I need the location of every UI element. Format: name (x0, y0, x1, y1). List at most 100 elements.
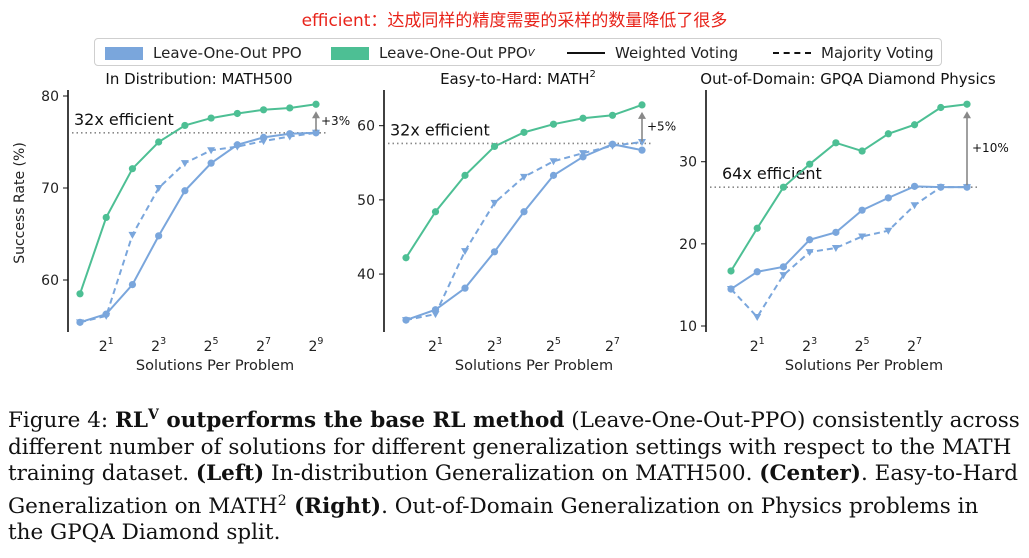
efficiency-label: 32x efficient (74, 110, 174, 129)
data-point-triangle (608, 142, 617, 150)
x-tick-label: 23 (802, 336, 817, 355)
data-point-triangle (779, 272, 788, 280)
data-point (806, 236, 814, 244)
data-point-triangle (102, 312, 111, 320)
caption-figure-label: Figure 4: (8, 408, 109, 434)
caption-right-label: (Right) (286, 493, 382, 519)
data-point (910, 121, 919, 129)
y-tick-label: 80 (41, 89, 59, 105)
data-point-triangle (753, 313, 762, 321)
x-tick-label: 25 (204, 336, 219, 355)
series-line-majority (405, 141, 643, 322)
data-point (608, 111, 617, 119)
caption-line-4: Generalization on MATH2 (Right). Out-of-… (8, 488, 1024, 521)
x-tick-label: 27 (605, 336, 620, 355)
data-point-triangle (963, 184, 971, 192)
data-point-triangle (233, 143, 242, 151)
y-tick-label: 40 (357, 267, 375, 283)
data-point (858, 147, 866, 155)
legend-label: Majority Voting (821, 44, 934, 62)
y-tick-label: 10 (679, 319, 697, 335)
data-point (490, 142, 499, 151)
data-point-triangle (805, 249, 814, 257)
data-point-triangle (549, 158, 558, 166)
data-point-triangle (490, 199, 499, 207)
series-line-weighted (79, 131, 317, 324)
legend-label: Leave-One-Out PPO (379, 44, 528, 62)
data-point (259, 106, 268, 114)
caption-line-3: training dataset. (Left) In-distribution… (8, 461, 1024, 488)
gain-label: +10% (972, 141, 1009, 155)
chart-title: In Distribution: MATH500 (105, 70, 292, 88)
data-point-triangle (936, 184, 945, 192)
data-point (431, 208, 440, 216)
x-tick-label: 23 (151, 336, 166, 355)
efficiency-label: 32x efficient (390, 120, 490, 139)
x-tick-label: 21 (428, 336, 443, 355)
data-point (858, 206, 866, 214)
y-tick-label: 60 (41, 273, 59, 289)
data-point (937, 103, 945, 112)
gain-arrow-head (312, 111, 320, 119)
y-tick-label: 70 (41, 181, 59, 197)
data-point (181, 187, 189, 195)
legend-item-weighted-voting: Weighted Voting (567, 44, 738, 62)
gain-arrow-head (963, 111, 971, 119)
data-point (233, 109, 241, 118)
x-tick-label: 27 (256, 336, 271, 355)
x-tick-label: 21 (750, 336, 765, 355)
legend-item-majority-voting: Majority Voting (773, 44, 934, 62)
y-axis-label: Success Rate (%) (12, 142, 28, 264)
gain-label: +3% (321, 114, 350, 128)
series-line-weighted (79, 103, 317, 295)
y-tick-label: 50 (357, 193, 375, 209)
caption-line4-c: . Out-of-Domain Generalization on Physic… (381, 493, 979, 519)
data-point-triangle (285, 133, 294, 141)
data-point (638, 101, 646, 109)
data-point-triangle (402, 317, 410, 325)
y-tick-label: 20 (679, 237, 697, 253)
legend-label: Weighted Voting (615, 44, 739, 62)
legend-solid-line (567, 52, 605, 54)
y-tick-label: 60 (357, 119, 375, 135)
caption-bold-title: RL (115, 408, 149, 434)
data-point (884, 194, 892, 202)
series-line-majority (730, 186, 967, 319)
data-point (490, 248, 499, 256)
data-point-triangle (884, 227, 893, 235)
caption-line3-c: In-distribution Generalization on MATH50… (264, 461, 760, 487)
data-point-triangle (461, 248, 469, 256)
legend-item-loo-ppo-v: Leave-One-Out PPO V (331, 44, 535, 62)
data-point (579, 114, 587, 122)
caption-line-1: Figure 4: RLV outperforms the base RL me… (8, 402, 1024, 435)
data-point (832, 139, 840, 147)
legend-label: Leave-One-Out PPO (153, 44, 302, 62)
data-point (727, 267, 735, 275)
caption-bold-title-rest: outperforms the base RL method (158, 408, 565, 434)
caption-line4-sup: 2 (277, 492, 287, 509)
legend-dashed-line (773, 52, 811, 54)
series-line-weighted (730, 185, 967, 290)
data-point (207, 114, 215, 122)
series-line-weighted (405, 143, 643, 322)
caption-line-2: different number of solutions for differ… (8, 434, 1012, 460)
data-point (461, 171, 469, 179)
data-point-triangle (638, 139, 646, 146)
legend-label-sup: V (527, 47, 535, 59)
data-point-triangle (312, 129, 320, 137)
x-tick-label: 29 (309, 336, 324, 355)
data-point-triangle (579, 150, 587, 158)
data-point-triangle (910, 202, 919, 210)
data-point (910, 182, 919, 190)
data-point (155, 138, 163, 146)
data-point (155, 232, 163, 240)
data-point (884, 130, 892, 138)
series-line-majority (79, 131, 317, 324)
x-axis-label: Solutions Per Problem (785, 358, 943, 374)
data-point (806, 160, 814, 168)
data-point-triangle (727, 286, 735, 294)
data-point (549, 171, 558, 179)
data-point-triangle (207, 147, 216, 155)
data-point (461, 284, 469, 292)
data-point-triangle (520, 173, 528, 181)
